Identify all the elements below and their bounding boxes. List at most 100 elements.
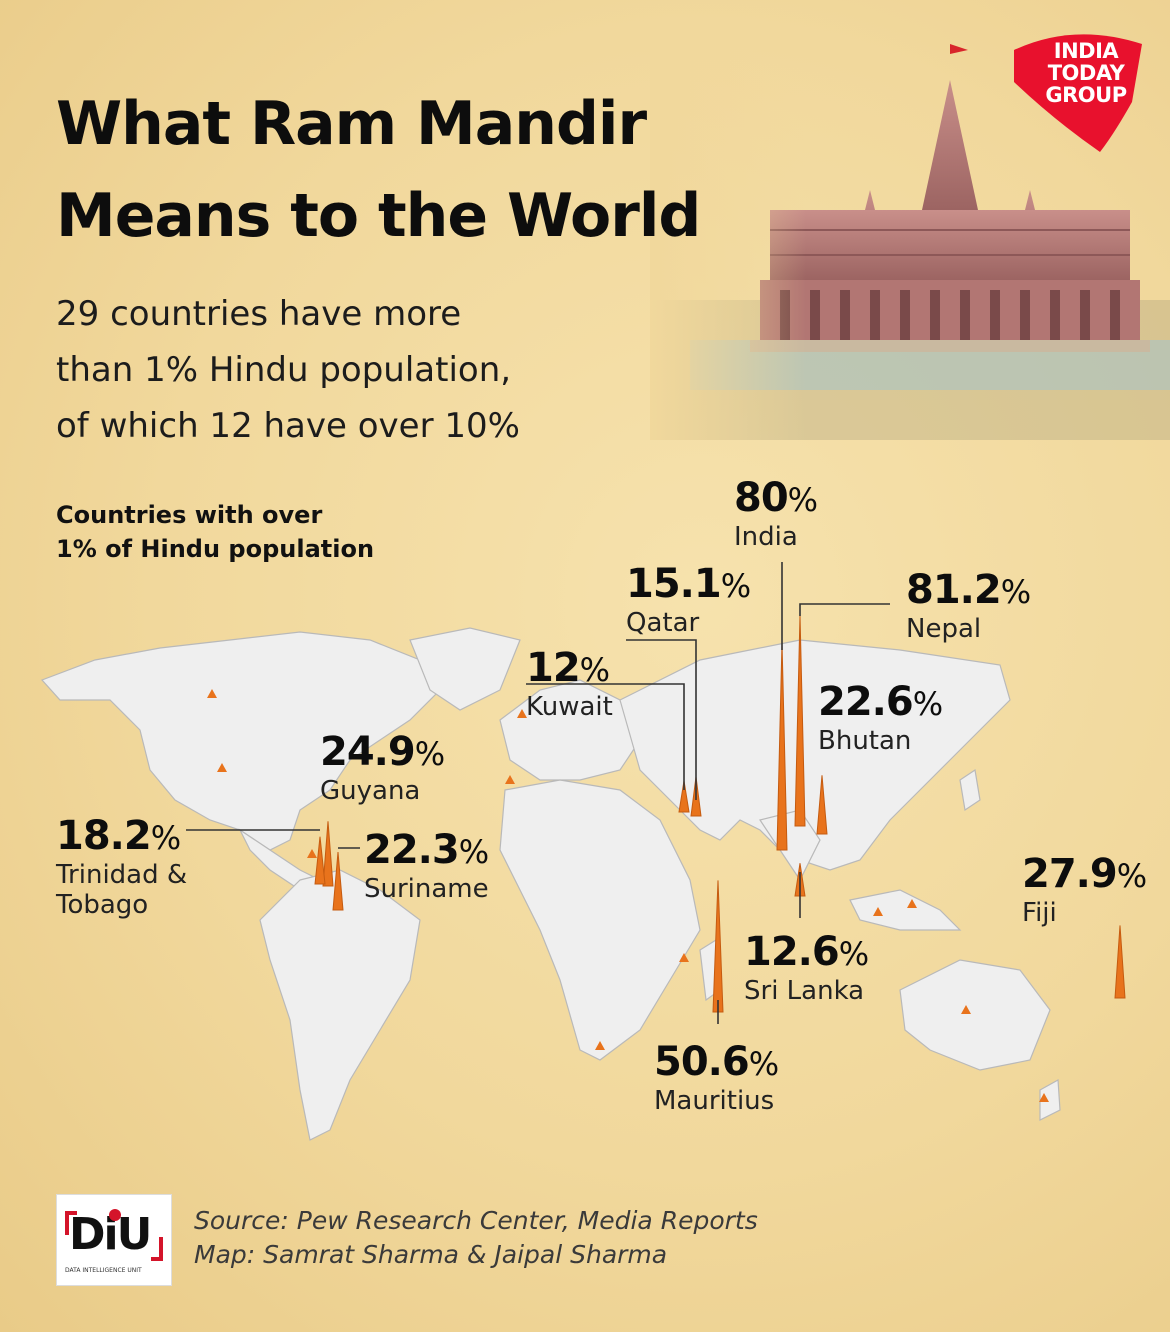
callout-fiji-value: 27.9 [1022,851,1118,897]
spikes [207,614,1126,1102]
callout-kuwait-unit: % [579,651,610,689]
japan [959,768,981,812]
subtitle-line3: of which 12 have over 10% [56,406,520,446]
callout-qatar-country: Qatar [626,608,700,638]
title-line1: What Ram Mandir [56,89,647,159]
callout-nepal-value: 81.2 [906,567,1002,613]
europe [499,679,641,781]
diu-corner-left [65,1211,77,1235]
australia [899,959,1051,1071]
asia [619,639,1011,871]
callout-guyana-value: 24.9 [320,729,416,775]
small-spike-5 [595,1041,605,1050]
small-spike-0 [207,689,217,698]
small-spike-3 [517,709,527,718]
callout-srilanka-unit: % [838,935,869,973]
south-america [259,869,421,1141]
callout-qatar-value: 15.1 [626,561,722,607]
callout-kuwait-country: Kuwait [526,692,613,722]
map-credit: Map: Samrat Sharma & Jaipal Sharma [194,1240,668,1269]
small-spike-4 [679,953,689,962]
callout-trinidad-country-line2: Tobago [56,890,149,920]
callout-qatar-unit: % [720,567,751,605]
callout-fiji: 27.9% Fiji [1022,851,1147,928]
callout-fiji-country: Fiji [1022,898,1057,928]
africa [499,779,701,1061]
page-subtitle: 29 countries have more than 1% Hindu pop… [56,286,520,454]
small-spike-10 [307,849,317,858]
small-spike-9 [1039,1093,1049,1102]
small-spike-7 [907,899,917,908]
callout-india: 80% India [734,475,818,552]
map-label-line1: Countries with over [56,501,323,529]
callout-guyana-country: Guyana [320,776,421,806]
small-spike-2 [505,775,515,784]
callout-guyana: 24.9% Guyana [320,729,445,806]
callout-mauritius-value: 50.6 [654,1039,750,1085]
callout-srilanka: 12.6% Sri Lanka [744,930,869,1006]
continents [40,627,1061,1141]
callout-india-country: India [734,522,798,552]
callout-bhutan: 22.6% Bhutan [818,679,943,756]
callout-mauritius-country: Mauritius [654,1086,775,1116]
callout-india-value: 80 [734,475,789,521]
callout-bhutan-value: 22.6 [818,679,914,725]
small-spike-6 [873,907,883,916]
callout-suriname: 22.3% Suriname [364,828,489,904]
diu-subtitle: DATA INTELLIGENCE UNIT [65,1267,142,1274]
callout-suriname-country: Suriname [364,874,489,904]
spike-nepal [794,614,806,827]
callout-kuwait: 12% Kuwait [526,646,613,722]
callout-fiji-unit: % [1116,857,1147,895]
diu-corner-right [151,1237,163,1261]
callout-mauritius: 50.6% Mauritius [654,1039,779,1116]
small-spike-1 [217,763,227,772]
india-today-logo-text: INDIA TODAY GROUP [1030,40,1142,106]
callout-guyana-unit: % [414,735,445,773]
spike-suriname [332,851,344,911]
leader-nepal [799,603,890,616]
callout-suriname-value: 22.3 [364,827,460,873]
source-credit: Source: Pew Research Center, Media Repor… [194,1206,758,1235]
leader-kuwait [526,683,685,790]
spike-bhutan [816,775,828,835]
spike-kuwait [678,780,690,813]
callout-trinidad-country-line1: Trinidad & [56,860,188,890]
callout-bhutan-country: Bhutan [818,726,912,756]
callout-qatar: 15.1% Qatar [626,561,751,638]
subtitle-line1: 29 countries have more [56,294,462,334]
logo-line2: TODAY [1047,61,1125,85]
ram-mandir-illustration [650,40,1170,440]
diu-dot [109,1209,121,1221]
diu-logo: DiU DATA INTELLIGENCE UNIT [56,1194,172,1286]
title-line2: Means to the World [56,181,701,251]
subtitle-line2: than 1% Hindu population, [56,350,512,390]
credits: Source: Pew Research Center, Media Repor… [194,1204,758,1272]
new-zealand [1039,1079,1061,1121]
southeast-asia-islands [849,889,962,931]
north-america [40,631,441,851]
leader-lines [186,562,890,1024]
leader-qatar [626,639,697,800]
spike-guyana [322,821,334,887]
callout-srilanka-country: Sri Lanka [744,976,865,1006]
callout-india-unit: % [787,481,818,519]
callout-nepal-country: Nepal [906,614,982,644]
callout-suriname-unit: % [458,833,489,871]
callout-trinidad: 18.2% Trinidad & Tobago [56,814,187,920]
logo-line3: GROUP [1045,83,1127,107]
india-today-logo [1014,34,1142,152]
spike-trinidad [314,836,326,885]
callout-nepal-unit: % [1000,573,1031,611]
callout-trinidad-value: 18.2 [56,813,152,859]
spike-fiji [1114,925,1126,999]
callout-kuwait-value: 12 [526,645,581,691]
callout-bhutan-unit: % [912,685,943,723]
map-label: Countries with over 1% of Hindu populati… [56,498,374,566]
logo-line1: INDIA [1053,39,1119,63]
greenland [409,627,521,711]
page-title: What Ram Mandir Means to the World [56,78,701,262]
small-spike-8 [961,1005,971,1014]
callout-nepal: 81.2% Nepal [906,567,1031,644]
